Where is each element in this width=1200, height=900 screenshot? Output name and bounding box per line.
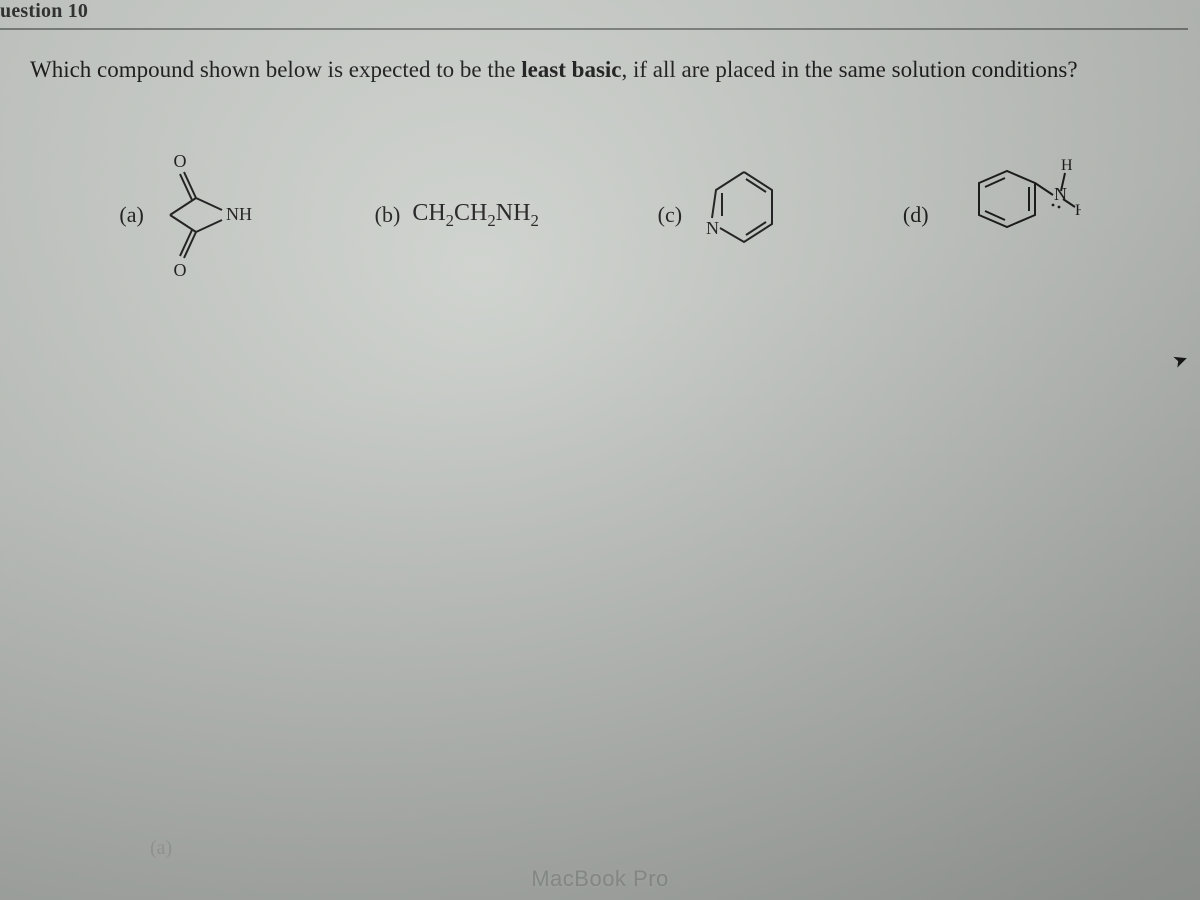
f4: NH (496, 200, 531, 226)
option-b-label: (b) (375, 202, 401, 228)
option-b-formula: CH2CH2NH2 (412, 200, 539, 231)
question-prefix: Which compound shown below is expected t… (30, 57, 521, 82)
question-bold: least basic (521, 57, 621, 82)
nh-label: NH (226, 204, 252, 224)
option-a-structure-icon: O O NH (156, 150, 256, 280)
f1: 2 (446, 210, 454, 229)
option-c-label: (c) (658, 202, 682, 228)
option-d-label: (d) (903, 202, 929, 228)
f2: CH (454, 200, 487, 226)
option-d[interactable]: (d) N H H (903, 155, 1081, 275)
f5: 2 (530, 210, 538, 229)
option-b[interactable]: (b) CH2CH2NH2 (375, 200, 539, 231)
o-top-label: O (173, 151, 186, 171)
device-label: MacBook Pro (531, 866, 669, 892)
f0: CH (412, 200, 445, 226)
question-suffix: , if all are placed in the same solution… (622, 57, 1078, 82)
o-bottom-label: O (173, 260, 186, 280)
question-text: Which compound shown below is expected t… (30, 54, 1160, 85)
n-label: N (706, 218, 719, 238)
h-side-label: H (1075, 202, 1081, 219)
option-d-structure-icon: N H H (941, 155, 1081, 275)
option-a[interactable]: (a) O O NH (119, 150, 255, 280)
h-top-label: H (1061, 157, 1073, 174)
option-c[interactable]: (c) N (658, 160, 784, 270)
n-label-d: N (1054, 184, 1067, 204)
header-divider (0, 28, 1188, 30)
cursor-icon: ➤ (1170, 348, 1191, 373)
f3: 2 (487, 210, 495, 229)
question-number: uestion 10 (0, 0, 92, 27)
option-a-label: (a) (119, 202, 143, 228)
option-c-structure-icon: N (694, 160, 784, 270)
answer-ghost: (a) (150, 837, 172, 860)
options-row: (a) O O NH (b) CH2CH2NH2 (0, 150, 1200, 280)
